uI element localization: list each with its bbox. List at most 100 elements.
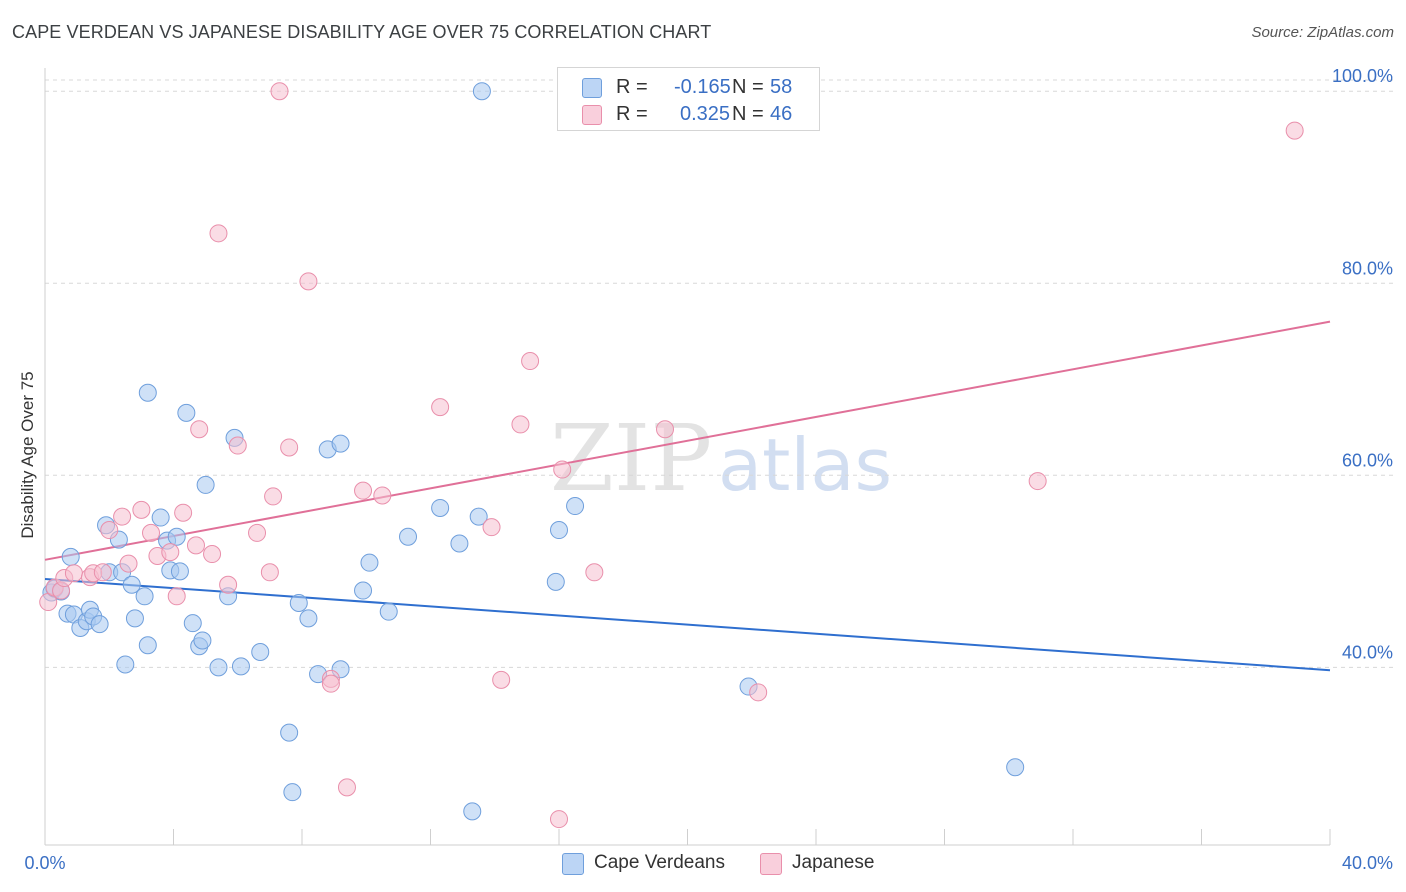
cape-verdean-point [469, 507, 488, 526]
cape-verdean-point [550, 521, 568, 540]
r-value: -0.165 [674, 76, 731, 98]
legend-label: Cape Verdeans [594, 852, 725, 873]
cape-verdean-point [61, 547, 80, 566]
data-points [39, 82, 1304, 829]
japanese-swatch [760, 853, 782, 875]
cape-verdean-point [138, 383, 157, 402]
cape-verdean-point [151, 508, 170, 527]
japanese-point [100, 521, 119, 540]
japanese-swatch [582, 105, 602, 125]
cape-verdean-point [546, 572, 565, 591]
cape-verdean-point [170, 562, 189, 581]
japanese-point [113, 507, 132, 526]
cape-verdean-point [231, 657, 250, 676]
japanese-point [248, 523, 267, 542]
r-label: R = [616, 76, 648, 98]
grid-lines [45, 79, 1393, 668]
japanese-point [209, 224, 228, 243]
x-tick-label: 0.0% [24, 853, 65, 873]
watermark-zip: ZIP [550, 405, 712, 512]
japanese-point [64, 564, 83, 583]
cape-verdean-point [1006, 758, 1025, 777]
cape-verdean-point [135, 587, 154, 606]
y-tick-label: 40.0% [1342, 642, 1393, 662]
japanese-point [264, 487, 283, 506]
cape-verdean-point [177, 403, 196, 422]
japanese-point [280, 438, 299, 457]
japanese-point [93, 563, 112, 582]
cape-verdean-point [193, 631, 212, 650]
japanese-point [260, 563, 279, 582]
y-tick-label: 60.0% [1342, 450, 1393, 470]
japanese-point [431, 398, 450, 417]
n-value: 58 [770, 76, 793, 98]
cape-verdean-point [167, 527, 186, 546]
cape-verdean-point [280, 723, 299, 742]
r-label: R = [616, 103, 648, 125]
japanese-point [132, 500, 151, 519]
cape-verdeans-swatch [562, 853, 584, 875]
japanese-point [511, 415, 530, 434]
watermark: ZIP atlas [550, 405, 892, 512]
japanese-point [219, 575, 238, 594]
japanese-trend-line [44, 320, 1331, 561]
cape-verdean-point [90, 615, 109, 634]
tick-labels: 40.0% 60.0% 80.0% 100.0% 0.0% 40.0% [24, 66, 1393, 873]
japanese-point [550, 810, 568, 829]
japanese-point [553, 460, 572, 479]
japanese-point [482, 518, 501, 537]
axes [44, 68, 1331, 846]
cape-verdean-point [566, 497, 585, 516]
n-label: N = [732, 103, 764, 125]
stats-legend: R = -0.165 N = 58 R = 0.325 N = 46 [557, 67, 820, 131]
japanese-point [228, 436, 247, 455]
cape-verdean-point [196, 475, 215, 494]
cape-verdean-trend-line [44, 578, 1331, 672]
cape-verdeans-swatch [582, 78, 602, 98]
japanese-point [161, 543, 180, 562]
source-label: Source: ZipAtlas.com [1251, 24, 1394, 41]
cape-verdean-point [463, 802, 482, 821]
japanese-point [1285, 121, 1304, 140]
cape-verdean-point [283, 783, 302, 802]
japanese-point [321, 674, 340, 693]
japanese-point [299, 272, 318, 291]
n-label: N = [732, 76, 764, 98]
y-tick-label: 100.0% [1332, 66, 1393, 86]
cape-verdean-point [360, 553, 379, 572]
japanese-point [142, 523, 161, 542]
cape-verdean-point [450, 534, 469, 553]
japanese-point [119, 554, 138, 573]
japanese-point [186, 536, 205, 555]
japanese-point [354, 481, 373, 500]
cape-verdean-point [122, 575, 141, 594]
cape-verdean-point [116, 655, 135, 674]
cape-verdean-point [183, 614, 202, 633]
n-value: 46 [770, 103, 793, 125]
cape-verdean-point [472, 82, 491, 101]
cape-verdean-point [138, 636, 157, 655]
cape-verdean-point [399, 527, 418, 546]
japanese-point [1028, 472, 1047, 491]
cape-verdean-point [289, 594, 308, 613]
cape-verdean-point [354, 581, 373, 600]
cape-verdean-point [331, 434, 350, 453]
japanese-point [585, 563, 604, 582]
japanese-point [167, 587, 186, 606]
japanese-point [373, 486, 392, 505]
japanese-point [492, 670, 511, 689]
cape-verdean-point [209, 658, 228, 677]
japanese-point [190, 420, 209, 439]
japanese-point [749, 683, 768, 702]
japanese-point [174, 503, 193, 522]
chart-title: CAPE VERDEAN VS JAPANESE DISABILITY AGE … [12, 22, 712, 42]
cape-verdean-point [379, 602, 398, 621]
x-tick-label: 40.0% [1342, 853, 1393, 873]
r-value: 0.325 [680, 103, 731, 125]
japanese-point [521, 352, 540, 371]
cape-verdean-point [299, 609, 318, 628]
cape-verdean-point [125, 609, 144, 628]
y-axis-label: Disability Age Over 75 [18, 371, 37, 538]
japanese-point [270, 82, 289, 101]
